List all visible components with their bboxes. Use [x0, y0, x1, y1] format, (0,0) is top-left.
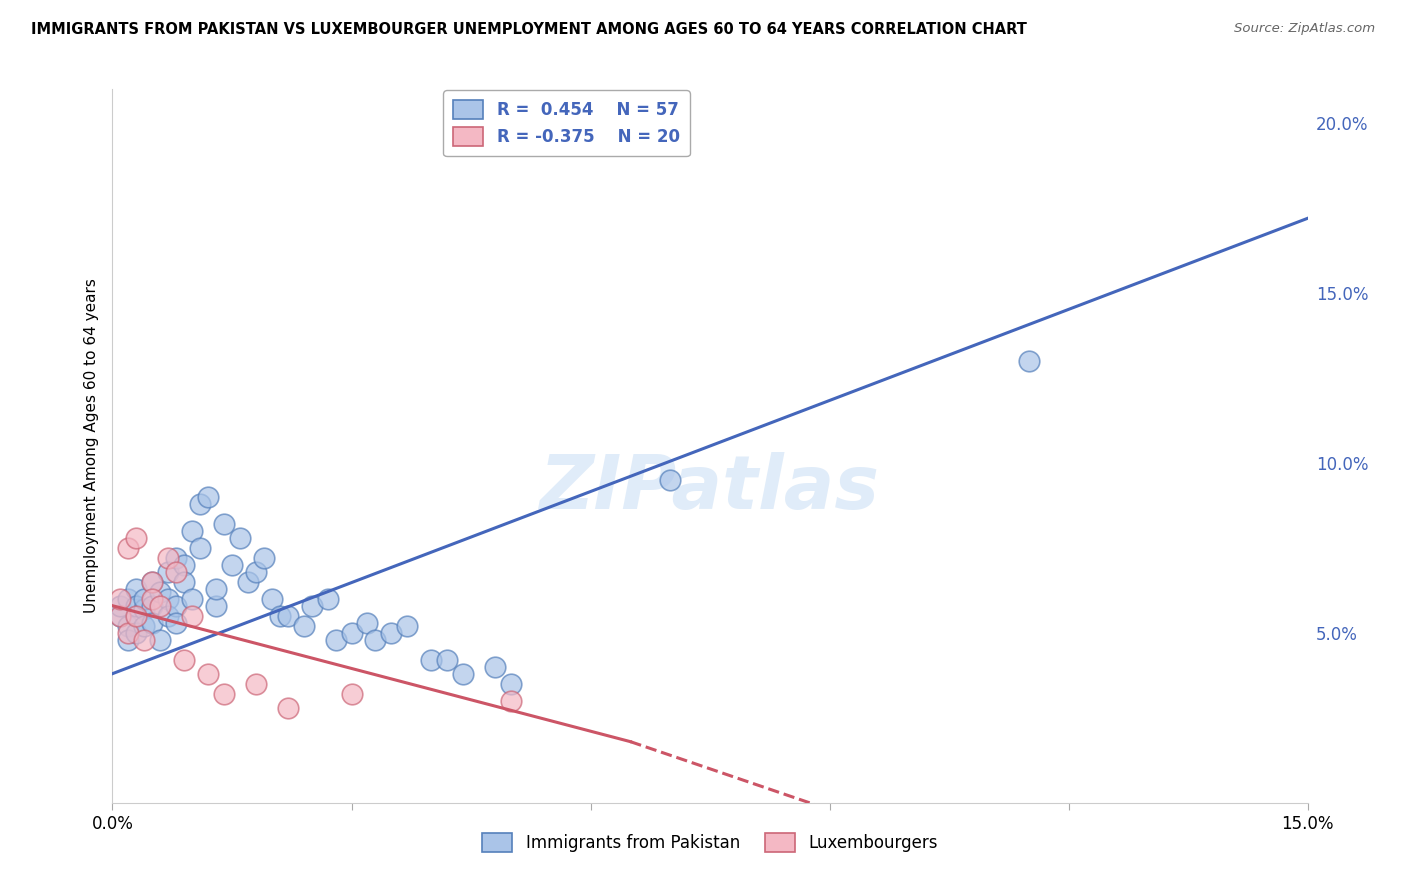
- Point: [659, 473, 682, 487]
- Point: [134, 591, 156, 606]
- Point: [157, 551, 180, 566]
- Text: Source: ZipAtlas.com: Source: ZipAtlas.com: [1234, 22, 1375, 36]
- Point: [157, 608, 180, 623]
- Point: [110, 608, 132, 623]
- Point: [125, 626, 148, 640]
- Point: [117, 591, 139, 606]
- Text: IMMIGRANTS FROM PAKISTAN VS LUXEMBOURGER UNEMPLOYMENT AMONG AGES 60 TO 64 YEARS : IMMIGRANTS FROM PAKISTAN VS LUXEMBOURGER…: [31, 22, 1026, 37]
- Legend: Immigrants from Pakistan, Luxembourgers: Immigrants from Pakistan, Luxembourgers: [475, 827, 945, 859]
- Point: [157, 565, 180, 579]
- Point: [245, 677, 267, 691]
- Point: [173, 653, 195, 667]
- Point: [141, 615, 163, 630]
- Point: [125, 608, 148, 623]
- Point: [165, 599, 187, 613]
- Point: [1018, 354, 1040, 368]
- Point: [436, 653, 458, 667]
- Point: [364, 632, 387, 647]
- Point: [301, 599, 323, 613]
- Point: [173, 574, 195, 589]
- Point: [165, 551, 187, 566]
- Point: [380, 626, 402, 640]
- Point: [277, 700, 299, 714]
- Point: [229, 531, 252, 545]
- Point: [212, 517, 235, 532]
- Point: [245, 565, 267, 579]
- Point: [340, 687, 363, 701]
- Point: [149, 585, 172, 599]
- Point: [197, 666, 219, 681]
- Point: [134, 632, 156, 647]
- Point: [181, 608, 204, 623]
- Point: [316, 591, 339, 606]
- Point: [110, 608, 132, 623]
- Point: [173, 558, 195, 572]
- Point: [396, 619, 419, 633]
- Point: [325, 632, 347, 647]
- Point: [499, 677, 522, 691]
- Point: [269, 608, 291, 623]
- Point: [221, 558, 243, 572]
- Point: [260, 591, 283, 606]
- Y-axis label: Unemployment Among Ages 60 to 64 years: Unemployment Among Ages 60 to 64 years: [83, 278, 98, 614]
- Point: [451, 666, 474, 681]
- Point: [141, 599, 163, 613]
- Point: [197, 490, 219, 504]
- Point: [188, 541, 211, 555]
- Point: [181, 524, 204, 538]
- Point: [205, 599, 228, 613]
- Point: [356, 615, 378, 630]
- Point: [165, 615, 187, 630]
- Point: [141, 591, 163, 606]
- Point: [125, 582, 148, 596]
- Point: [212, 687, 235, 701]
- Point: [181, 591, 204, 606]
- Point: [117, 619, 139, 633]
- Point: [340, 626, 363, 640]
- Point: [134, 619, 156, 633]
- Point: [125, 608, 148, 623]
- Point: [125, 599, 148, 613]
- Point: [205, 582, 228, 596]
- Point: [292, 619, 315, 633]
- Point: [125, 531, 148, 545]
- Point: [157, 591, 180, 606]
- Point: [110, 591, 132, 606]
- Point: [499, 694, 522, 708]
- Point: [117, 632, 139, 647]
- Point: [420, 653, 443, 667]
- Point: [165, 565, 187, 579]
- Point: [117, 626, 139, 640]
- Point: [141, 574, 163, 589]
- Point: [149, 632, 172, 647]
- Point: [277, 608, 299, 623]
- Point: [188, 497, 211, 511]
- Point: [149, 599, 172, 613]
- Text: ZIPatlas: ZIPatlas: [540, 452, 880, 525]
- Point: [236, 574, 259, 589]
- Point: [253, 551, 276, 566]
- Point: [484, 660, 506, 674]
- Point: [141, 574, 163, 589]
- Point: [134, 602, 156, 616]
- Point: [110, 599, 132, 613]
- Point: [117, 541, 139, 555]
